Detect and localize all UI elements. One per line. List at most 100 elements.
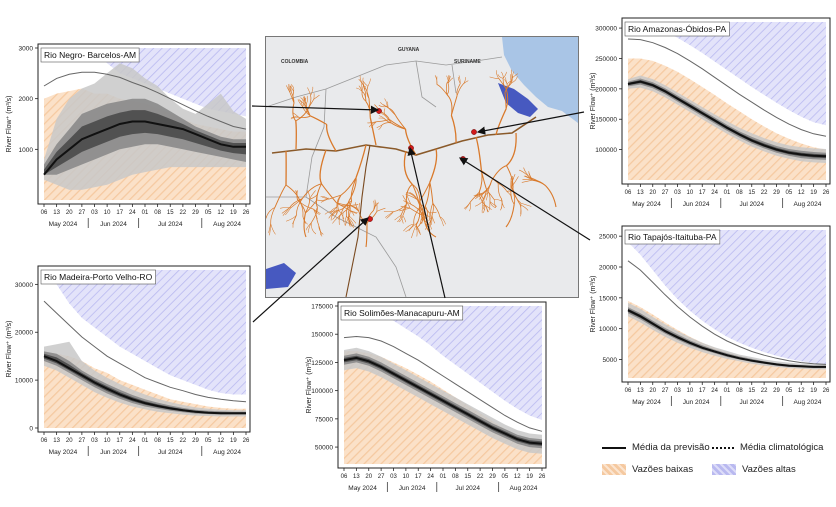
river-branch: [456, 83, 461, 96]
river-branch: [288, 83, 290, 93]
x-tick-label: 26: [539, 474, 546, 480]
river-branch: [423, 216, 437, 238]
river-branch: [368, 121, 377, 128]
river-branch: [289, 85, 294, 92]
chart-panel-madeira: Rio Madeira-Porto Velho-RO 0 10000 20000 300…: [0, 262, 252, 462]
x-tick-label: 15: [167, 210, 174, 216]
river-branch: [429, 148, 438, 183]
river-branch: [285, 184, 302, 203]
river-branch: [502, 71, 507, 79]
y-tick-label: 200000: [595, 86, 617, 93]
x-tick-label: 01: [440, 474, 447, 480]
x-tick-label: 15: [748, 388, 755, 394]
month-label: Jul 2024: [739, 399, 764, 406]
river-branch: [383, 118, 392, 124]
x-tick-label: 08: [154, 210, 161, 216]
y-axis-label: River Flow⁺ (m³/s): [590, 276, 597, 333]
y-tick-label: 150000: [311, 332, 333, 339]
x-tick-label: 13: [353, 474, 360, 480]
river-branch: [349, 204, 359, 206]
x-tick-label: 17: [415, 474, 422, 480]
legend-dotted-line-icon: [712, 446, 734, 449]
river-branch: [497, 74, 504, 79]
ensemble-band-inner: [44, 353, 246, 414]
river-branch: [511, 71, 514, 79]
x-tick-label: 03: [91, 438, 98, 444]
river-branch: [504, 79, 508, 85]
y-axis-label: River Flow⁺ (m³/s): [6, 96, 13, 153]
river-branch: [266, 207, 276, 219]
river-branch: [320, 198, 329, 203]
x-tick-label: 22: [180, 438, 187, 444]
month-label: Aug 2024: [794, 399, 822, 406]
river-branch: [295, 120, 297, 150]
month-label: May 2024: [632, 399, 661, 406]
river-branch: [446, 76, 451, 84]
x-tick-label: 08: [736, 190, 743, 196]
chart-title-text: Rio Negro- Barcelos-AM: [44, 50, 136, 60]
river-branch: [380, 102, 388, 107]
high-flow-band: [344, 306, 542, 420]
month-label: May 2024: [49, 449, 78, 456]
river-branch: [290, 116, 300, 120]
river-branch: [395, 114, 406, 130]
x-tick-label: 01: [142, 210, 149, 216]
lake: [266, 263, 296, 289]
river-branch: [361, 84, 364, 92]
river-branch: [412, 183, 421, 208]
chart-title-text: Rio Tapajós-Itaituba-PA: [628, 232, 717, 242]
x-tick-label: 15: [464, 474, 471, 480]
x-tick-label: 29: [489, 474, 496, 480]
month-label: Jul 2024: [739, 201, 764, 208]
gauge-tapajos: [460, 156, 466, 162]
river-branch: [419, 182, 431, 202]
legend-high-swatch-icon: [712, 464, 736, 475]
x-tick-label: 13: [53, 438, 60, 444]
river-branch: [300, 202, 314, 210]
river-branch: [545, 185, 557, 208]
x-tick-label: 27: [662, 190, 669, 196]
river-branch: [313, 94, 320, 100]
river-branch: [292, 102, 297, 122]
climatology-line: [627, 260, 827, 365]
river-branch: [381, 122, 392, 126]
river-branch: [329, 206, 337, 214]
basin-map: COLOMBIA SURINAME GUYANA: [265, 36, 579, 298]
river-branch: [298, 99, 305, 105]
x-tick-label: 27: [79, 210, 86, 216]
y-tick-label: 1000: [19, 147, 34, 154]
river-branch: [280, 207, 291, 209]
x-tick-label: 08: [154, 438, 161, 444]
x-tick-label: 19: [810, 190, 817, 196]
legend-low-flows-label: Vazões baixas: [632, 464, 694, 475]
river-branch: [399, 207, 411, 212]
river-branch: [296, 199, 306, 214]
river-branch: [494, 199, 503, 202]
forecast-mean-line: [627, 80, 827, 158]
river-branch: [475, 201, 483, 207]
river-branch: [337, 194, 342, 211]
x-tick-label: 26: [243, 210, 250, 216]
river-branch: [325, 124, 337, 152]
river-branch: [305, 199, 311, 214]
x-tick-label: 24: [129, 438, 136, 444]
climatology-envelope: [344, 321, 542, 432]
climatology-line: [43, 300, 247, 403]
river-branch: [431, 215, 436, 224]
y-tick-label: 5000: [603, 357, 618, 364]
river-branch: [505, 204, 515, 228]
month-label: Jul 2024: [158, 449, 183, 456]
ensemble-band-mid: [44, 98, 246, 175]
forecast-mean-line: [343, 356, 543, 445]
river-branch: [393, 203, 407, 213]
legend-mean-forecast: Média da previsão: [602, 442, 710, 453]
y-tick-label: 10000: [599, 326, 617, 333]
y-tick-label: 30000: [15, 282, 33, 289]
map-label-guyana: GUYANA: [398, 47, 420, 53]
x-tick-label: 03: [91, 210, 98, 216]
estuary: [498, 83, 538, 117]
river-branch: [361, 90, 367, 102]
legend-mean-forecast-label: Média da previsão: [632, 442, 710, 453]
chart-title-box: [40, 47, 140, 63]
river-branch: [494, 199, 496, 208]
